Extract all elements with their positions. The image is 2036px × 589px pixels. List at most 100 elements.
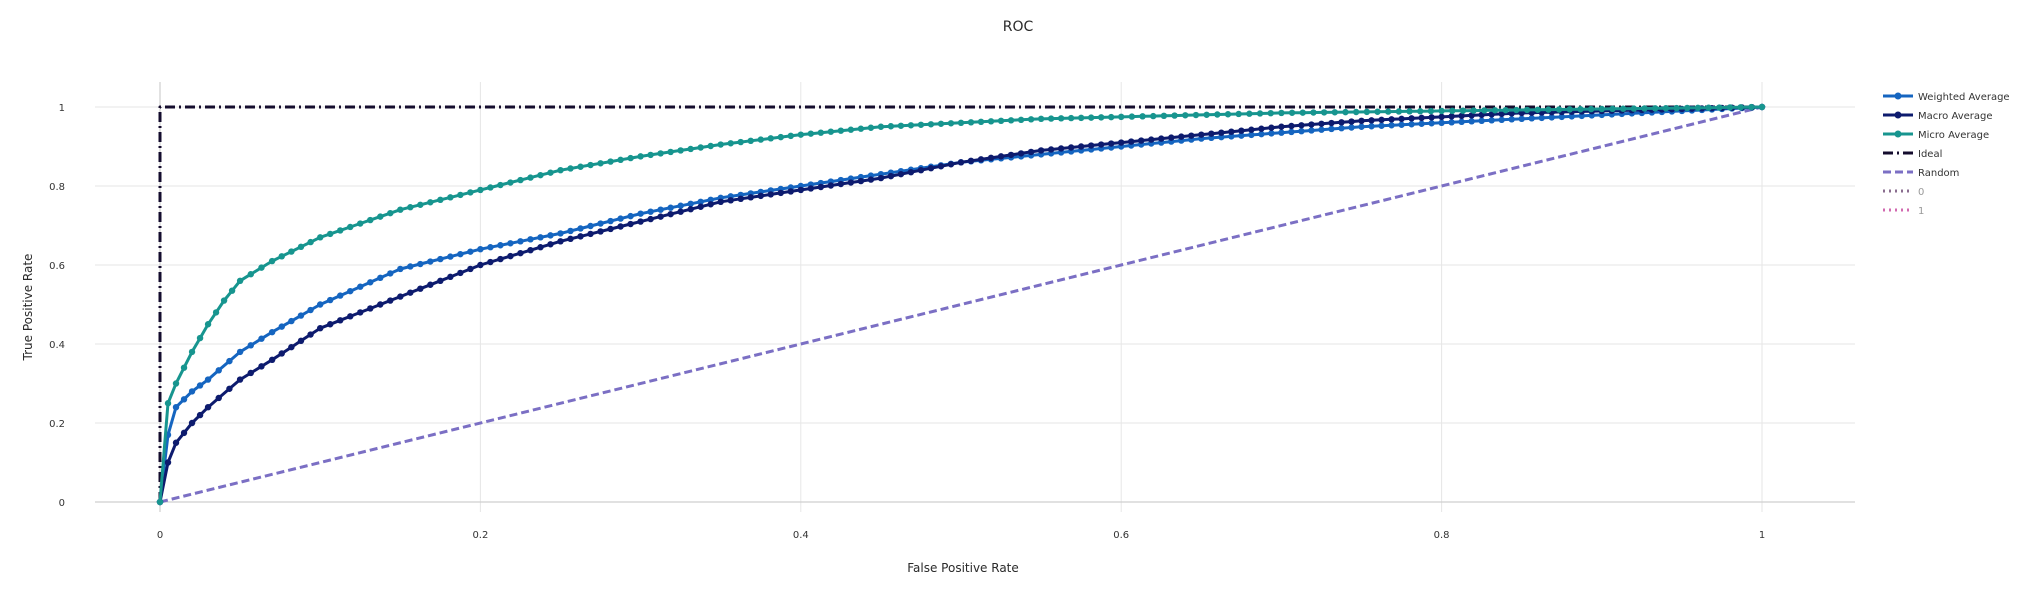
data-point — [357, 283, 364, 290]
data-point — [577, 163, 584, 170]
data-point — [196, 382, 204, 389]
data-point — [347, 223, 354, 231]
x-tick-label: 0.8 — [1434, 530, 1450, 541]
data-point — [667, 204, 674, 211]
data-point — [387, 270, 394, 277]
data-point — [457, 191, 464, 199]
y-tick-label: 0.2 — [49, 419, 65, 430]
series-ideal — [158, 105, 1762, 502]
legend-item-random[interactable]: Random — [1883, 168, 1959, 179]
data-point — [907, 122, 915, 129]
data-point — [587, 222, 594, 230]
data-point — [597, 220, 604, 227]
data-point — [317, 301, 324, 308]
legend-item-1[interactable]: 1 — [1883, 206, 1924, 217]
data-point — [188, 388, 196, 395]
data-point — [367, 305, 374, 312]
data-point — [577, 225, 584, 232]
data-point — [387, 209, 394, 217]
data-point — [188, 348, 196, 356]
legend-item-macro-average[interactable]: Macro Average — [1883, 111, 1993, 122]
data-point — [857, 177, 865, 185]
data-point — [377, 274, 384, 282]
data-point — [1378, 122, 1385, 129]
data-point — [297, 337, 305, 345]
data-point — [1508, 110, 1515, 117]
data-point — [1228, 133, 1235, 140]
data-point — [1458, 118, 1465, 126]
data-point — [1027, 148, 1035, 156]
data-point — [617, 156, 624, 164]
data-point — [1328, 125, 1335, 133]
data-point — [797, 186, 804, 194]
data-point — [917, 121, 925, 128]
data-point — [1523, 106, 1531, 114]
y-tick-label: 0.4 — [49, 340, 65, 351]
data-point — [997, 153, 1005, 160]
data-point — [577, 233, 584, 240]
data-point — [397, 293, 404, 300]
legend-item-weighted-average[interactable]: Weighted Average — [1883, 92, 2010, 103]
data-point — [1652, 105, 1659, 112]
data-point — [1288, 122, 1295, 130]
data-point — [857, 125, 865, 132]
data-point — [1705, 104, 1712, 111]
data-point — [477, 186, 484, 194]
data-point — [1138, 137, 1145, 144]
data-point — [657, 150, 664, 157]
data-point — [487, 184, 494, 191]
data-point — [697, 203, 704, 210]
data-point — [1047, 146, 1055, 153]
legend-item-0[interactable]: 0 — [1883, 187, 1924, 198]
legend-marker — [1894, 92, 1902, 100]
data-point — [337, 292, 344, 299]
data-point — [617, 215, 624, 222]
data-point — [1619, 105, 1627, 112]
data-point — [196, 334, 204, 342]
data-point — [707, 142, 714, 150]
data-point — [1228, 128, 1235, 135]
data-point — [156, 498, 164, 506]
data-point — [607, 225, 614, 233]
data-point — [172, 380, 180, 387]
data-point — [427, 199, 434, 206]
data-point — [657, 213, 664, 220]
data-point — [377, 213, 384, 220]
data-point — [1578, 112, 1585, 120]
data-point — [1498, 116, 1505, 124]
data-point — [447, 194, 454, 201]
data-point — [1491, 107, 1499, 114]
data-point — [567, 227, 574, 235]
data-point — [1568, 113, 1575, 120]
data-point — [647, 208, 654, 215]
data-point — [1428, 114, 1435, 121]
data-point — [1318, 120, 1325, 127]
data-point — [1398, 115, 1405, 123]
data-point — [527, 174, 534, 181]
data-point — [1470, 107, 1477, 114]
data-point — [817, 183, 825, 191]
data-point — [1248, 126, 1255, 133]
y-tick-label: 0.8 — [49, 182, 65, 193]
data-point — [397, 206, 404, 213]
data-point — [288, 343, 295, 351]
legend-item-micro-average[interactable]: Micro Average — [1883, 130, 1989, 141]
data-point — [327, 296, 334, 304]
data-point — [717, 198, 724, 205]
data-point — [1017, 116, 1025, 124]
data-point — [1168, 134, 1175, 141]
data-point — [1214, 111, 1221, 118]
data-point — [747, 194, 754, 201]
data-point — [967, 157, 975, 165]
data-point — [1067, 114, 1075, 122]
data-point — [1160, 112, 1168, 120]
data-point — [717, 141, 724, 148]
data-point — [1498, 110, 1505, 118]
data-point — [407, 263, 414, 270]
data-point — [647, 151, 654, 159]
data-point — [1128, 138, 1135, 145]
data-point — [1267, 109, 1274, 117]
legend-item-ideal[interactable]: Ideal — [1883, 149, 1942, 160]
data-point — [837, 180, 845, 188]
data-point — [297, 312, 305, 319]
